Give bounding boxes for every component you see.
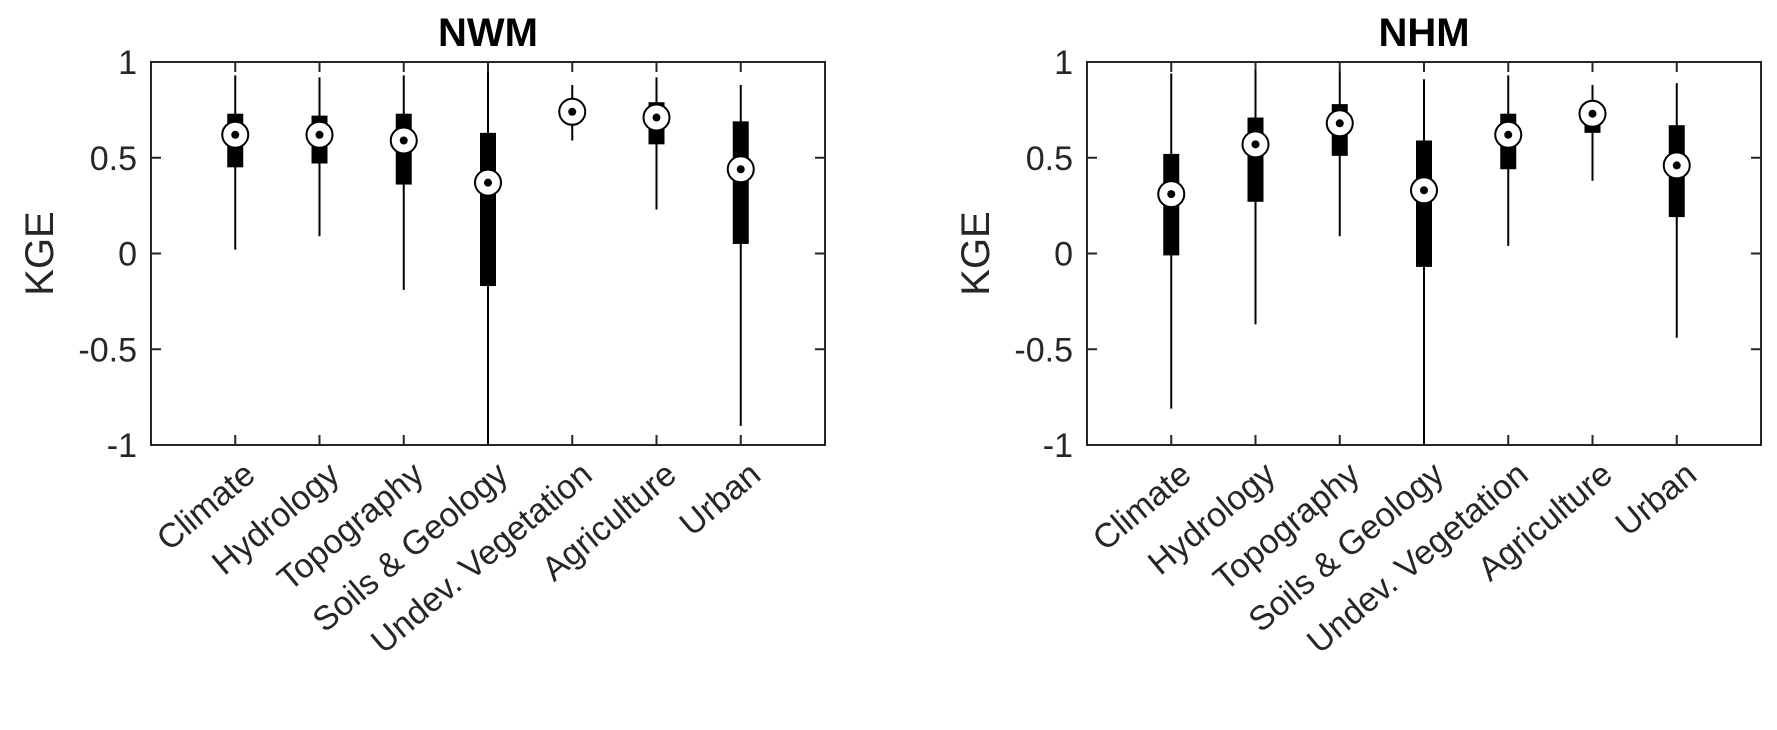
median-dot xyxy=(1672,161,1681,170)
panel-nhm: NHMKGE-1-0.500.51ClimateHydrologyTopogra… xyxy=(954,11,1762,661)
y-axis-label: KGE xyxy=(18,211,62,295)
box-agriculture xyxy=(1578,84,1607,181)
y-tick-label: 1 xyxy=(1054,44,1073,82)
box-undev-vegetation xyxy=(1494,75,1523,246)
y-tick-label: 0 xyxy=(118,236,137,274)
median-dot xyxy=(1504,130,1513,139)
median-dot xyxy=(1588,109,1597,118)
median-dot xyxy=(1167,190,1176,199)
box-urban xyxy=(1662,83,1691,338)
box-hydrology xyxy=(1241,69,1270,325)
median-dot xyxy=(736,165,745,174)
y-tick-label: -0.5 xyxy=(78,331,137,369)
median-dot xyxy=(1420,186,1428,195)
box-topography xyxy=(1325,71,1354,237)
y-tick-label: -1 xyxy=(107,427,137,465)
median-dot xyxy=(315,130,324,139)
chart-title: NWM xyxy=(438,11,538,55)
box-undev-vegetation xyxy=(558,84,587,141)
median-dot xyxy=(1251,140,1260,149)
iqr-box xyxy=(480,132,496,287)
box-topography xyxy=(389,75,418,290)
box-agriculture xyxy=(642,77,671,210)
box-climate xyxy=(1157,73,1186,409)
median-dot xyxy=(652,113,661,122)
box-hydrology xyxy=(305,77,334,237)
panel-nwm: NWMKGE-1-0.500.51ClimateHydrologyTopogra… xyxy=(18,11,826,661)
y-tick-label: 0.5 xyxy=(1026,140,1073,178)
median-dot xyxy=(568,107,577,116)
box-urban xyxy=(726,84,755,426)
y-tick-label: -1 xyxy=(1043,427,1073,465)
box-soils-geology xyxy=(474,71,502,445)
median-dot xyxy=(1335,119,1344,128)
box-climate xyxy=(221,75,250,250)
y-tick-label: 1 xyxy=(118,44,137,82)
box-soils-geology xyxy=(1410,79,1438,445)
y-tick-label: 0 xyxy=(1054,236,1073,274)
median-dot xyxy=(399,136,408,145)
iqr-box xyxy=(1247,117,1264,202)
x-category-label: Urban xyxy=(673,455,768,544)
median-dot xyxy=(231,130,240,139)
x-category-label: Urban xyxy=(1609,455,1704,544)
median-dot xyxy=(484,178,492,187)
y-tick-label: -0.5 xyxy=(1014,331,1073,369)
y-tick-label: 0.5 xyxy=(90,140,137,178)
chart-title: NHM xyxy=(1378,11,1469,55)
y-axis-label: KGE xyxy=(954,211,998,295)
